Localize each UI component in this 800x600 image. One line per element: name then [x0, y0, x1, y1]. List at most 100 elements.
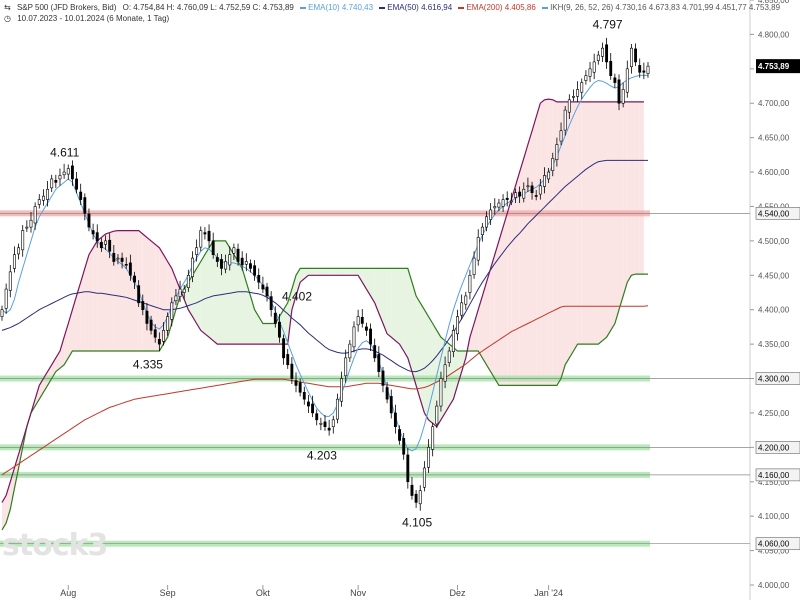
cloud-segment — [233, 254, 239, 345]
cloud-segment — [196, 261, 201, 331]
candle-body — [505, 197, 509, 200]
cloud-segment — [474, 309, 479, 351]
cloud-segment — [130, 230, 135, 351]
candle-body — [638, 65, 642, 73]
cloud-segment — [308, 268, 313, 276]
candle-body — [108, 239, 112, 252]
candle-body — [199, 230, 203, 248]
horizontal-levels — [0, 210, 750, 547]
candle-body — [464, 295, 468, 305]
candle-body — [282, 338, 286, 359]
candle-body — [269, 296, 273, 311]
cloud-segment — [523, 144, 528, 386]
cloud-segment — [606, 101, 611, 338]
candle-body — [476, 237, 480, 261]
cloud-segment — [76, 282, 81, 351]
span-b-line — [1, 98, 644, 503]
candle-body — [509, 200, 513, 203]
cloud-segment — [258, 316, 263, 345]
cloud-segment — [200, 254, 205, 334]
candle-body — [95, 232, 99, 242]
candle-body — [646, 65, 650, 74]
candle-body — [377, 354, 381, 372]
candle-body — [4, 288, 8, 309]
y-tick-label: 4.650,00 — [758, 134, 790, 143]
cloud-segment — [358, 268, 363, 283]
cloud-segment — [482, 282, 487, 365]
cloud-segment — [353, 268, 359, 276]
candle-body — [559, 130, 563, 142]
candle-body — [348, 343, 352, 359]
candle-body — [642, 70, 646, 73]
cloud-segment — [453, 347, 458, 400]
instrument-icon: ⇆ — [4, 3, 11, 12]
candle-body — [418, 490, 422, 505]
cloud-segment — [569, 101, 574, 358]
last-price-box — [756, 59, 800, 74]
candle-body — [99, 241, 103, 249]
candle-body — [634, 48, 638, 63]
cloud-segment — [511, 185, 516, 386]
y-axis: 4.850,004.800,004.750,004.700,004.650,00… — [750, 0, 800, 590]
ema200-line — [1, 305, 649, 476]
y-tick-label: 4.700,00 — [758, 99, 790, 108]
cloud-segment — [138, 230, 143, 351]
price-annotation: 4.105 — [402, 516, 432, 530]
candle-body — [319, 422, 323, 425]
candle-body — [133, 275, 136, 283]
candle-body — [551, 157, 555, 171]
cloud-segment — [84, 254, 89, 351]
candle-body — [443, 364, 447, 382]
candle-body — [21, 230, 25, 251]
level-price-box — [755, 441, 800, 454]
candle-body — [112, 252, 116, 262]
level-price-label: 4.540,00 — [758, 209, 790, 218]
cloud-segment — [229, 247, 234, 345]
candle-body — [439, 378, 443, 407]
cloud-segment — [221, 240, 226, 345]
cloud-segment — [370, 268, 375, 303]
candle-body — [427, 447, 430, 468]
candle-body — [91, 230, 95, 235]
candle-body — [46, 188, 49, 200]
cloud-segment — [420, 302, 425, 413]
cloud-segment — [209, 240, 214, 341]
cloud-segment — [556, 101, 562, 386]
candle-body — [580, 82, 584, 93]
cloud-segment — [72, 295, 77, 351]
cloud-segment — [291, 275, 297, 310]
candle-body — [609, 60, 613, 77]
candle-body — [249, 263, 252, 269]
date-range: ◷ 10.07.2023 - 10.01.2024 (6 Monate, 1 T… — [4, 14, 173, 23]
ema200-swatch — [458, 6, 465, 9]
ema50-swatch — [379, 6, 386, 9]
candle-body — [37, 199, 41, 205]
candle-body — [228, 254, 232, 266]
y-tick-label: 4.150,00 — [758, 478, 790, 487]
cloud-segment — [325, 268, 330, 276]
y-tick-label: 4.350,00 — [758, 340, 790, 349]
y-tick-label: 4.800,00 — [758, 30, 790, 39]
cloud-segment — [503, 213, 508, 386]
candle-body — [402, 438, 406, 455]
level-price-box — [755, 537, 800, 551]
x-tick-label: Aug — [60, 588, 76, 598]
cloud-segment — [536, 103, 541, 386]
cloud-segment — [623, 101, 628, 296]
watermark-logo: stock3 — [2, 528, 108, 563]
candle-body — [501, 199, 505, 207]
cloud-segment — [213, 240, 218, 345]
candle-body — [261, 284, 265, 290]
x-axis: Aug Sep Okt Nov Dez Jan '24 — [60, 585, 563, 598]
cloud-segment — [254, 309, 259, 345]
y-tick-label: 4.400,00 — [758, 306, 790, 315]
ichimoku-cloud — [2, 99, 644, 530]
cloud-segment — [296, 268, 301, 296]
cloud-segment — [329, 268, 334, 276]
candle-body — [422, 467, 426, 488]
candle-body — [29, 219, 33, 228]
candle-body — [145, 310, 149, 324]
instrument-name: S&P 500 (JFD Brokers, Bid) — [16, 3, 117, 12]
candle-body — [364, 326, 368, 331]
